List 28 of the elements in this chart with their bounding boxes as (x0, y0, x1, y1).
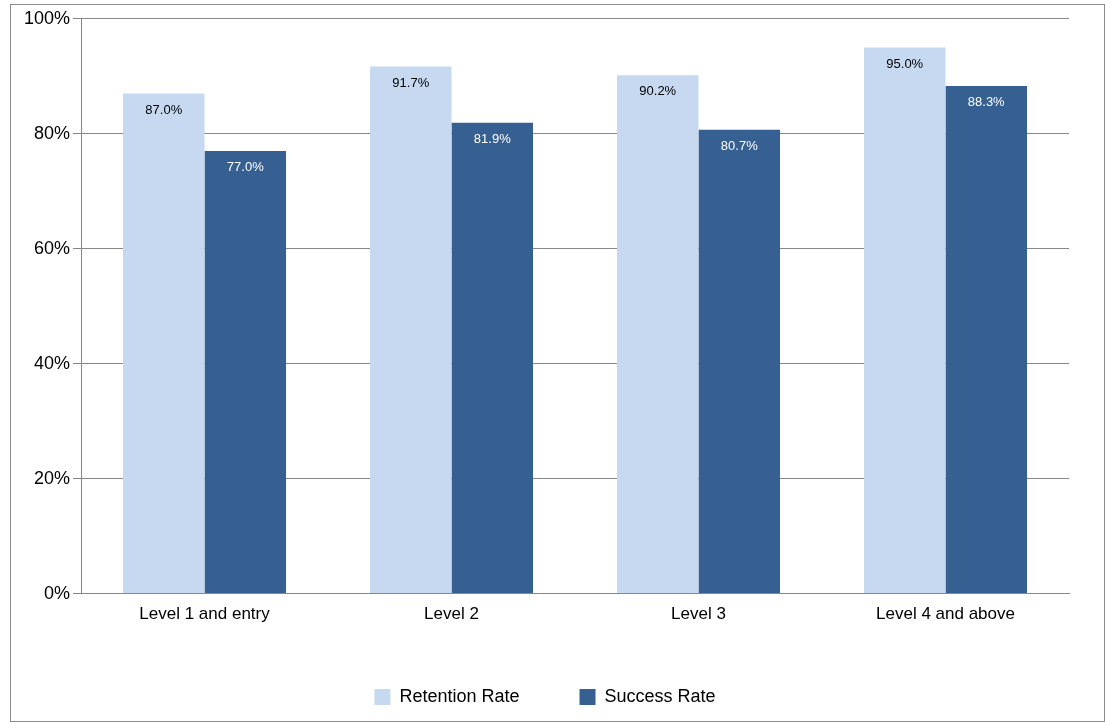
data-label: 77.0% (226, 159, 265, 175)
x-tick-label: Level 4 and above (876, 604, 1015, 624)
bar (864, 47, 946, 594)
data-label: 91.7% (392, 74, 430, 90)
bar (204, 151, 287, 594)
y-tick-label: 20% (34, 467, 71, 488)
y-tick-label: 80% (34, 122, 71, 143)
y-tick-label: 0% (44, 582, 71, 603)
bar (370, 66, 452, 594)
bar (698, 129, 781, 594)
x-tick-label: Level 1 and entry (139, 604, 271, 624)
data-label: 95.0% (886, 55, 924, 71)
bar (451, 122, 534, 594)
data-label: 80.7% (720, 137, 759, 153)
legend-label: Retention Rate (399, 685, 520, 706)
x-tick-label: Level 2 (424, 604, 479, 624)
bar (617, 75, 699, 594)
y-tick-label: 100% (23, 7, 71, 28)
data-label: 88.3% (967, 94, 1006, 110)
bar (123, 93, 205, 594)
legend-label: Success Rate (604, 685, 716, 706)
y-tick-label: 60% (34, 237, 71, 258)
data-label: 90.2% (639, 83, 677, 99)
bar (945, 86, 1028, 594)
x-tick-label: Level 3 (671, 604, 726, 624)
data-label: 87.0% (145, 101, 183, 117)
y-tick-label: 40% (34, 352, 71, 373)
data-label: 81.9% (473, 130, 512, 146)
